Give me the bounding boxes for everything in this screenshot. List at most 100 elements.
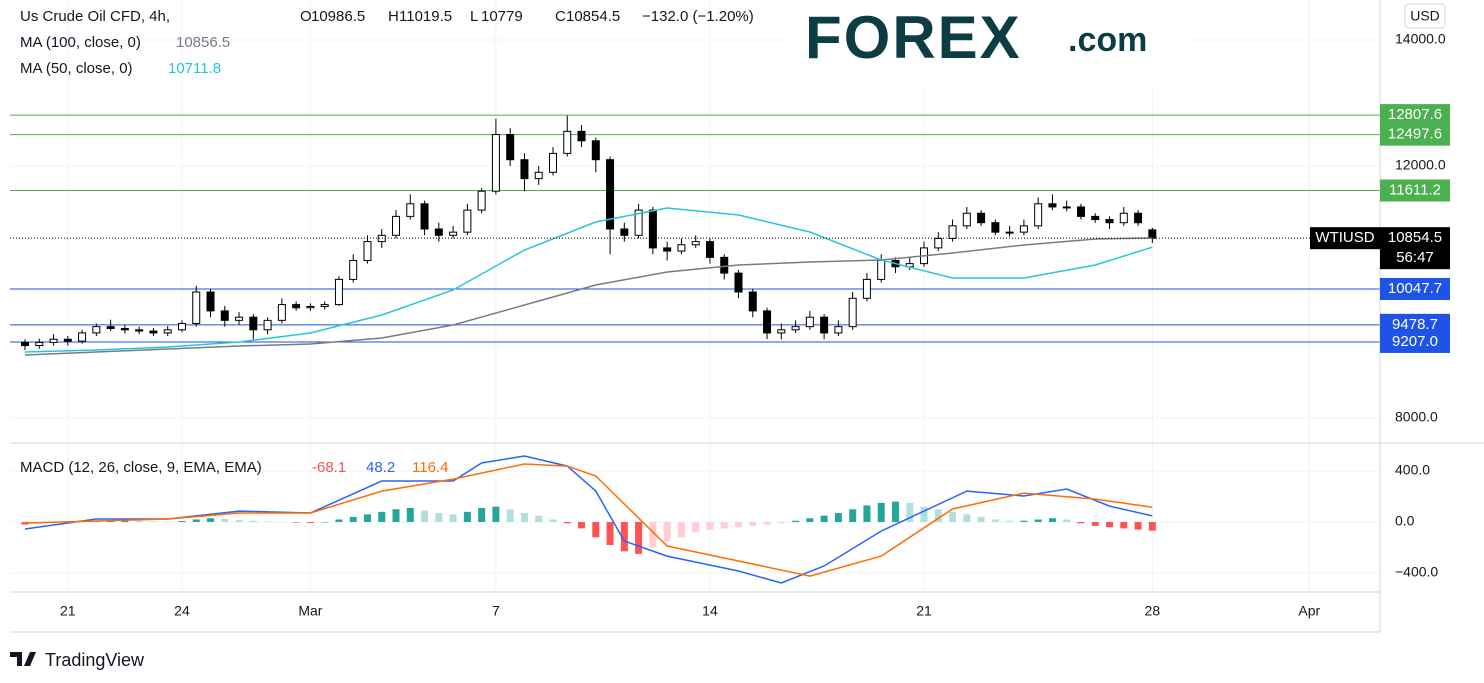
candle-body <box>862 278 871 299</box>
y-tick-label: 0.0 <box>1395 513 1415 529</box>
candle-body <box>1076 206 1085 217</box>
histogram-bar <box>820 515 828 523</box>
candle-body <box>35 341 44 347</box>
candle-body <box>334 278 343 306</box>
histogram-bar <box>692 522 700 533</box>
histogram-bar <box>1148 522 1156 531</box>
symbol-box <box>1310 227 1380 250</box>
histogram-bar <box>306 522 314 524</box>
histogram-bar <box>1077 522 1085 524</box>
histogram-bar <box>592 522 600 538</box>
histogram-bar <box>449 514 457 523</box>
histogram-bar <box>135 520 143 523</box>
histogram-bar <box>363 514 371 523</box>
candle-body <box>392 215 401 236</box>
candle-body <box>92 326 101 334</box>
price-box <box>1380 227 1450 270</box>
histogram-bar <box>920 506 928 523</box>
histogram-bar <box>934 509 942 523</box>
histogram-bar <box>335 519 343 523</box>
histogram-bar <box>264 521 272 523</box>
level-label-box <box>1380 179 1450 202</box>
candle-body <box>548 152 557 173</box>
candle-body <box>363 241 372 261</box>
histogram-bar <box>906 502 914 523</box>
histogram-bar <box>877 502 885 523</box>
logo-box <box>790 0 1185 86</box>
change: −132.0 (−1.20%) <box>642 8 754 25</box>
histogram-bar <box>635 522 643 554</box>
candle-body <box>1148 229 1157 239</box>
ohlc-label: H <box>388 8 399 25</box>
candle-body <box>691 241 700 246</box>
candle-body <box>591 140 600 161</box>
histogram-bar <box>520 513 528 523</box>
candle-body <box>577 130 586 142</box>
histogram-bar <box>435 513 443 523</box>
histogram-bar <box>620 522 628 552</box>
candle-body <box>748 291 757 312</box>
histogram-bar <box>192 519 200 523</box>
candle-body <box>78 332 87 342</box>
histogram-bar <box>392 509 400 523</box>
logo: FOREX <box>805 4 1022 71</box>
candle-body <box>320 304 329 307</box>
candle-body <box>49 338 58 343</box>
histogram-bar <box>292 522 300 523</box>
histogram-bar <box>749 522 757 526</box>
histogram-bar <box>1106 522 1114 528</box>
histogram-bar <box>863 505 871 523</box>
ma-legend-value: 10856.5 <box>176 34 230 51</box>
x-tick-label: 24 <box>174 603 190 619</box>
histogram-bar <box>406 508 414 523</box>
x-tick-label: Apr <box>1298 603 1320 619</box>
candle-body <box>63 338 72 342</box>
y-tick-label: 400.0 <box>1395 462 1430 478</box>
candle-body <box>634 209 643 236</box>
candle-body <box>177 322 186 331</box>
candle-body <box>463 209 472 233</box>
histogram-bar <box>321 522 329 523</box>
level-label-box <box>1380 330 1450 353</box>
candle-body <box>1134 212 1143 224</box>
histogram-bar <box>563 522 571 524</box>
histogram-bar <box>278 522 286 523</box>
histogram-bar <box>792 520 800 523</box>
ohlc-value: 11019.5 <box>399 8 452 25</box>
candle-body <box>877 259 886 280</box>
candle-body <box>135 329 144 332</box>
candle-body <box>520 159 529 180</box>
ohlc-label: C <box>555 8 566 25</box>
candle-body <box>235 316 244 321</box>
ohlc-value: 10854.5 <box>566 8 620 25</box>
histogram-bar <box>806 518 814 523</box>
histogram-bar <box>121 520 129 523</box>
ohlc-value: 10779 <box>481 8 523 25</box>
y-tick-label: 14000.0 <box>1395 31 1446 47</box>
histogram-bar <box>720 522 728 529</box>
candle-body <box>805 316 814 328</box>
grid <box>10 0 1380 592</box>
histogram-bar <box>478 508 486 523</box>
y-tick-label: 12000.0 <box>1395 157 1446 173</box>
histogram-bar <box>834 513 842 523</box>
histogram-bar <box>991 519 999 523</box>
candle-body <box>292 304 301 309</box>
histogram-bar <box>977 516 985 523</box>
histogram-bar <box>207 518 215 523</box>
candle-body <box>977 212 986 224</box>
candle-body <box>734 272 743 293</box>
level-label-box <box>1380 313 1450 336</box>
candle-body <box>648 209 657 249</box>
histogram-bar <box>235 520 243 523</box>
candle-body <box>434 228 443 236</box>
histogram-bar <box>549 519 557 523</box>
histogram-bar <box>221 518 229 523</box>
macd-legend-value: 116.4 <box>412 459 448 476</box>
candle-body <box>948 225 957 239</box>
candle-body <box>1019 225 1028 233</box>
candle-body <box>120 328 129 331</box>
candle-body <box>21 341 29 347</box>
histogram-bar <box>349 516 357 523</box>
histogram-bar <box>578 522 586 529</box>
